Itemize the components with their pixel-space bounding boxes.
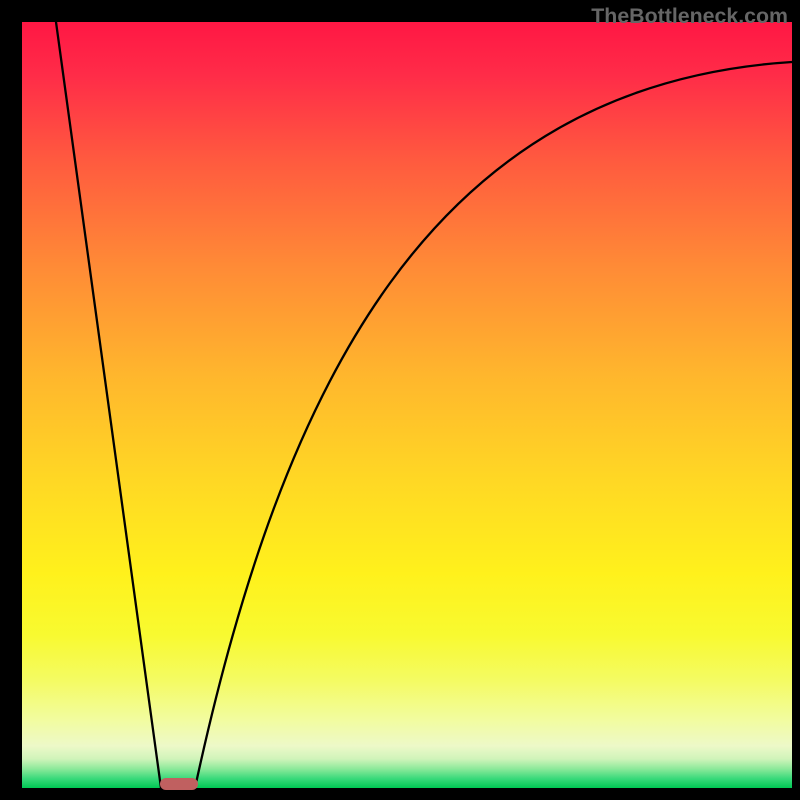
chart-container: TheBottleneck.com xyxy=(0,0,800,800)
bottleneck-chart xyxy=(0,0,800,800)
watermark-text: TheBottleneck.com xyxy=(591,4,788,29)
